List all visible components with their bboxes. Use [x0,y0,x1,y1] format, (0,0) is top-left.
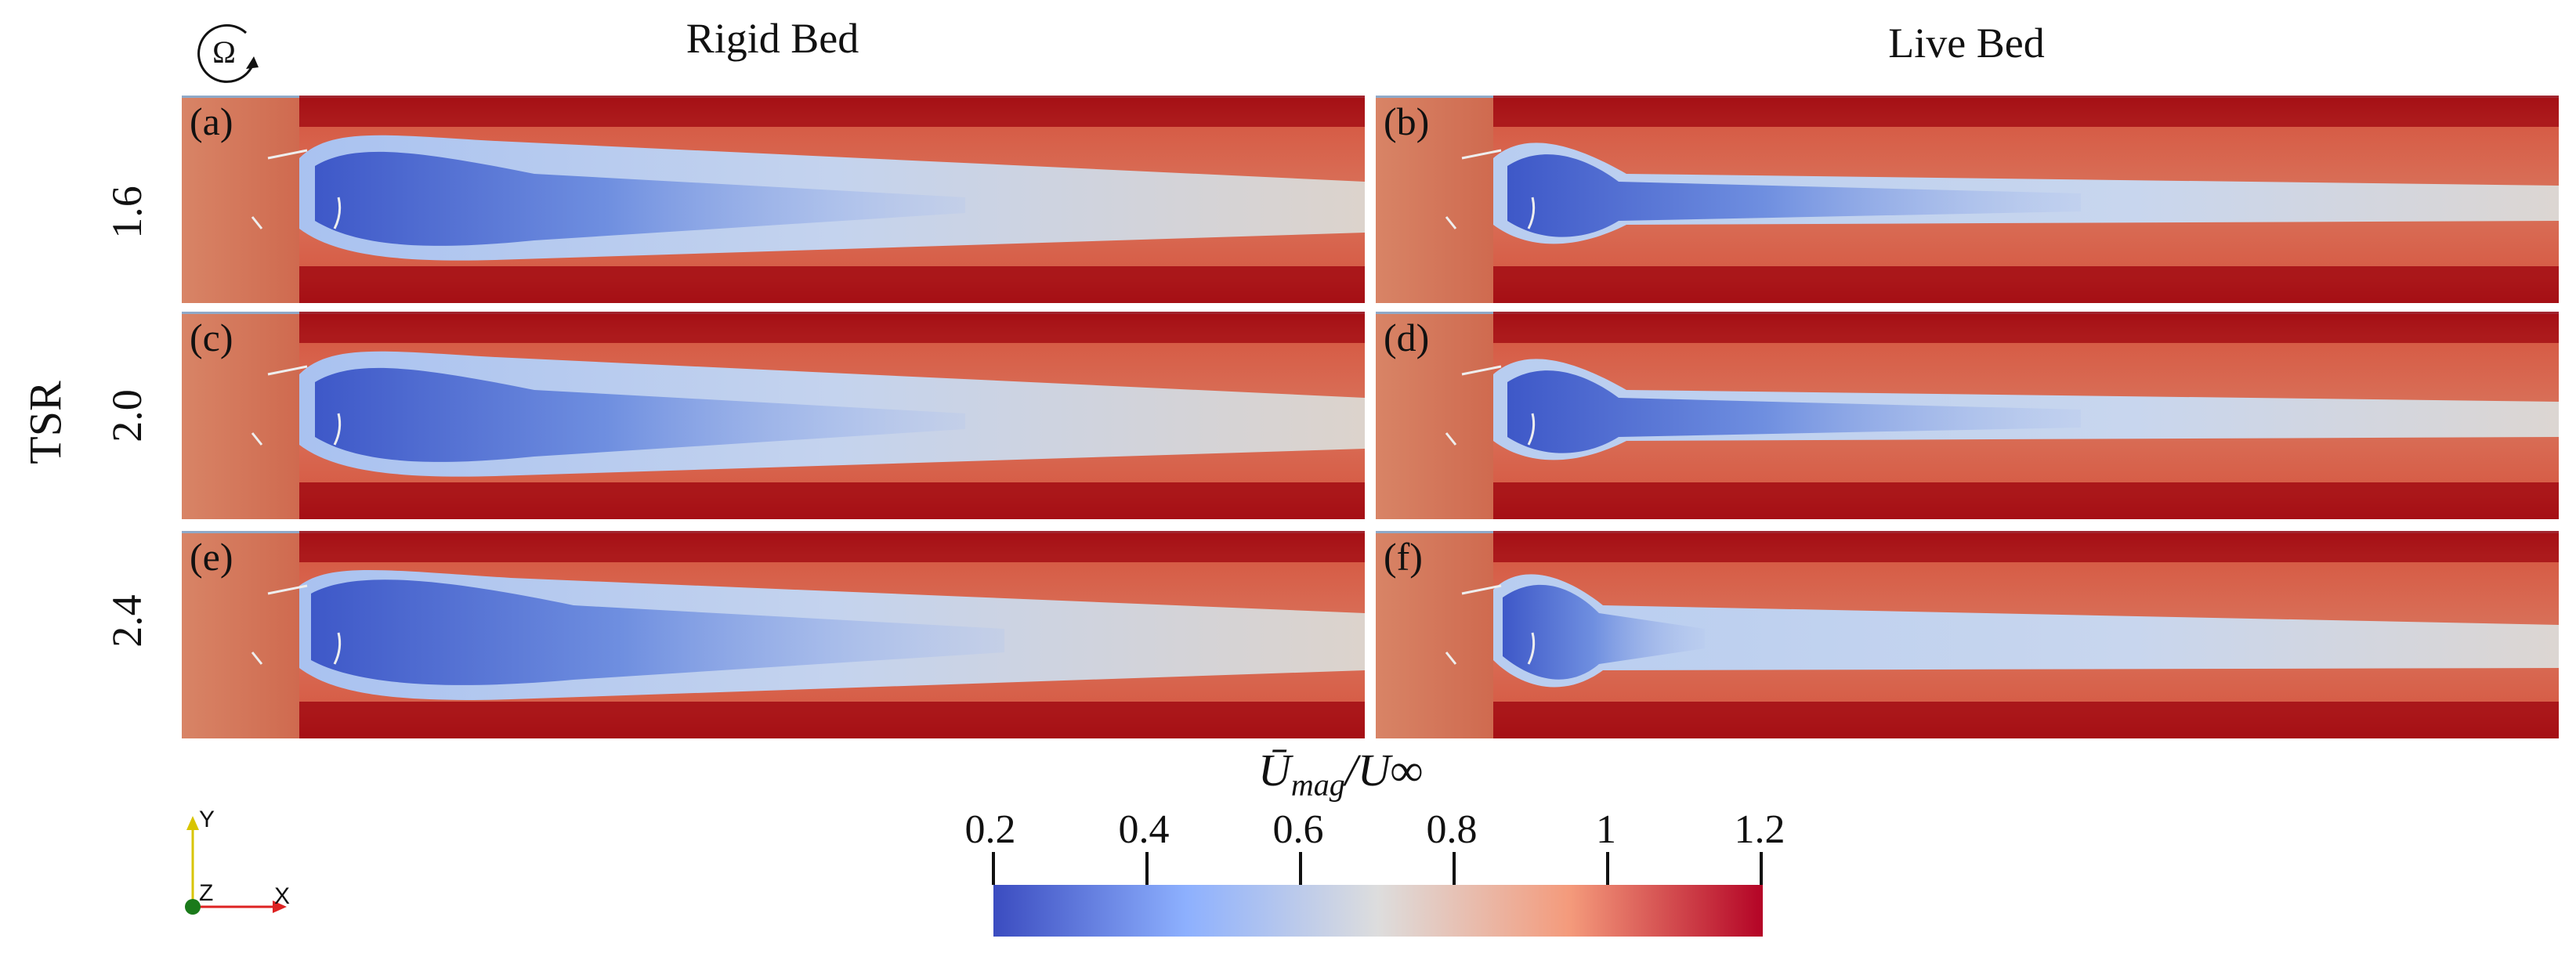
wake-core [1507,154,2081,237]
blade-trace [267,365,308,376]
blade-trace [1445,216,1457,229]
blade-trace [1461,584,1502,595]
panel-label: (a) [190,99,233,143]
blade-trace [333,197,342,229]
upper-bypass [299,531,1365,562]
y-axis-label: Y [199,807,215,832]
blade-trace [1445,652,1457,665]
lower-bypass [1493,266,2559,303]
blade-trace [1461,365,1502,376]
wake-core [1503,584,1705,680]
inflow-region [182,96,299,303]
colorbar-gradient [993,885,1763,937]
blade-trace [251,216,263,229]
blade-trace [267,149,308,160]
panel-label: (b) [1384,99,1430,143]
blade-trace [251,652,263,665]
row-label-tsr-1-6: 1.6 [103,186,150,239]
lower-bypass [1493,702,2559,738]
colorbar-tick-label: 0.6 [1272,807,1324,852]
wake-core [1507,370,2081,453]
row-label-tsr-2-4: 2.4 [103,594,150,648]
colorbar-tick-label: 1 [1596,807,1616,852]
row-label-tsr-2-0: 2.0 [103,389,150,442]
rotation-symbol: Ω [212,34,236,70]
wake-core [315,151,965,246]
lower-bypass [1493,482,2559,519]
blade-trace [1445,432,1457,446]
blade-trace [251,432,263,446]
panel-label: (c) [190,316,233,359]
blade-trace [1527,197,1536,229]
column-title-rigid-bed: Rigid Bed [686,15,859,62]
blade-trace [1527,632,1536,665]
rotation-icon: Ω [191,20,266,88]
lower-bypass [299,482,1365,519]
inflow-region [1376,312,1493,519]
panel-e-rigid-tsr-2-4: (e) [182,531,1365,738]
panel-d-live-tsr-2-0: (d) [1376,312,2559,519]
upper-bypass [1493,96,2559,127]
x-axis-label: X [274,883,291,909]
colorbar-title-tail: /U∞ [1344,745,1424,796]
panel-c-rigid-tsr-2-0: (c) [182,312,1365,519]
panel-label: (e) [190,535,233,579]
tsr-axis-label: TSR [20,381,71,464]
x-axis-arrow [273,901,287,913]
inflow-region [1376,531,1493,738]
blade-trace [1527,413,1536,446]
colorbar-tick-label: 0.4 [1118,807,1170,852]
blade-trace [267,584,308,595]
blade-trace [333,413,342,446]
blade-trace [333,632,342,665]
colorbar [992,850,1767,942]
upper-bypass [299,96,1365,127]
wake-region [1493,574,2559,688]
colorbar-title-subscript: mag [1290,767,1345,803]
inflow-region [1376,96,1493,303]
y-axis-arrow [186,816,199,830]
panel-label: (f) [1384,535,1423,579]
panel-b-live-tsr-1-6: (b) [1376,96,2559,303]
lower-bypass [299,702,1365,738]
z-axis-dot [185,899,201,915]
colorbar-tick-label: 0.8 [1426,807,1478,852]
axes-triad: Y Z X [172,807,313,928]
z-axis-label: Z [199,880,214,906]
upper-bypass [1493,312,2559,343]
inflow-region [182,531,299,738]
colorbar-tick-label: 1.2 [1734,807,1785,852]
panel-label: (d) [1384,316,1430,359]
colorbar-title-base: Ū [1258,745,1291,796]
upper-bypass [299,312,1365,343]
colorbar-tick-label: 0.2 [964,807,1016,852]
inflow-region [182,312,299,519]
column-title-live-bed: Live Bed [1888,20,2045,67]
panel-a-rigid-tsr-1-6: (a) [182,96,1365,303]
blade-trace [1461,149,1502,160]
wake-core [315,367,965,462]
panel-f-live-tsr-2-4: (f) [1376,531,2559,738]
colorbar-title: Ūmag/U∞ [1258,744,1423,803]
lower-bypass [299,266,1365,303]
upper-bypass [1493,531,2559,562]
wake-core [311,579,1004,685]
